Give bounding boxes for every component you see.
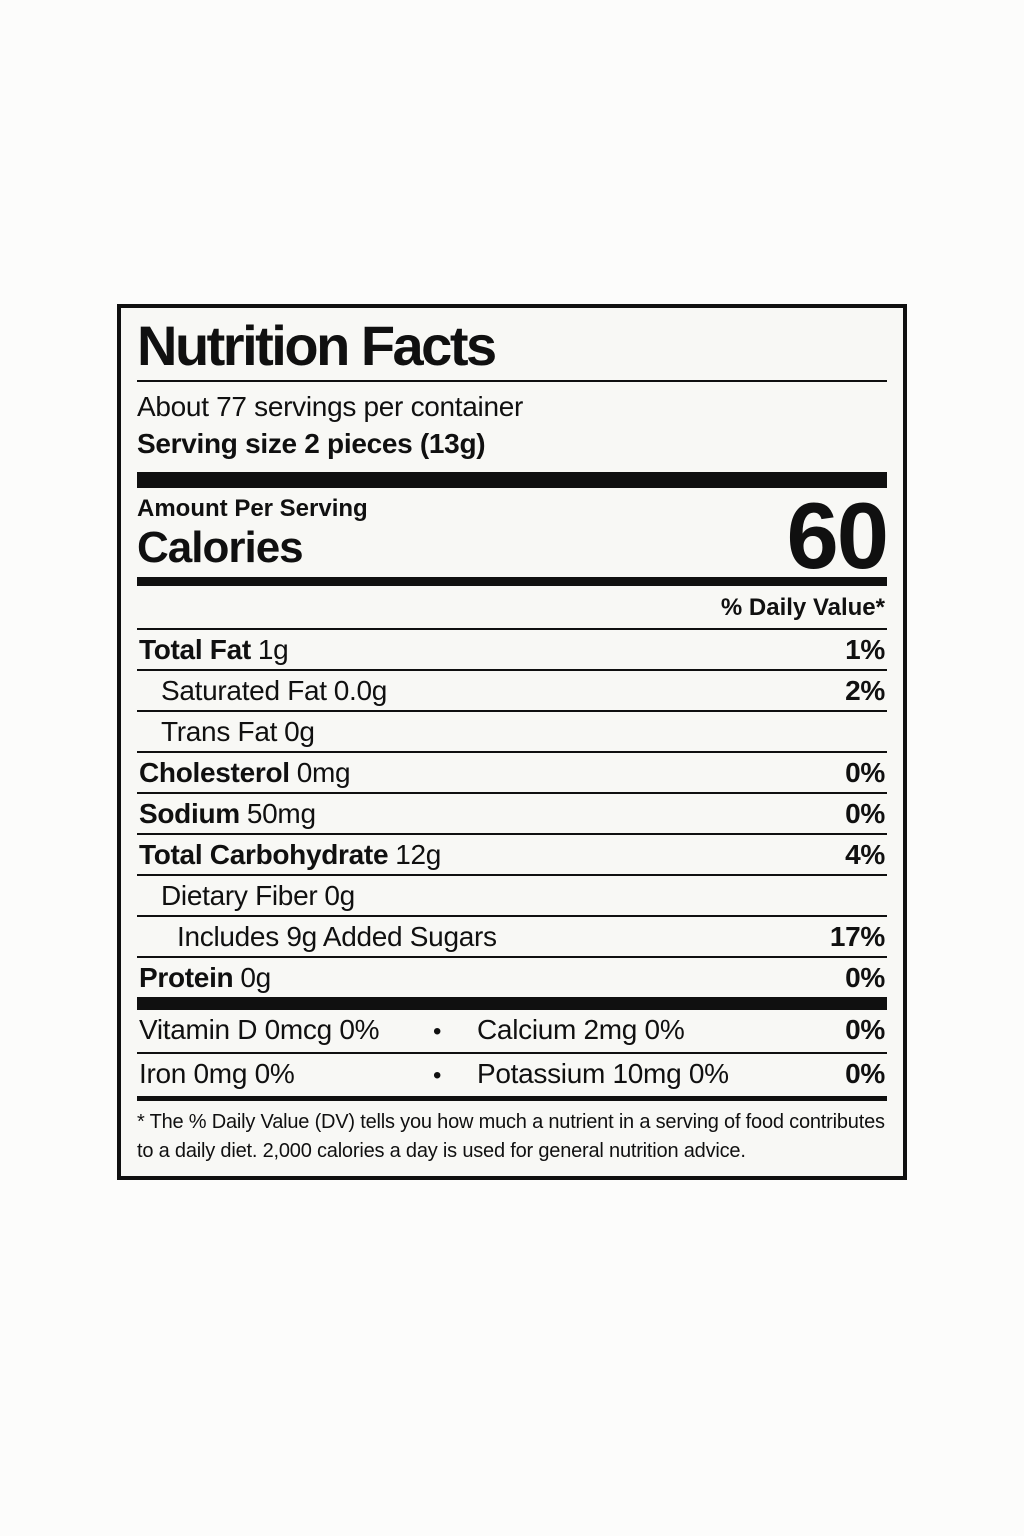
nutrient-row-total-carbohydrate: Total Carbohydrate 12g 4%	[137, 835, 887, 877]
nutrient-amount: 0g	[324, 880, 355, 912]
micronutrient-row-vitamin-d-calcium: Vitamin D 0mcg 0% • Calcium 2mg 0% 0%	[137, 1010, 887, 1055]
nutrition-facts-label: Nutrition Facts About 77 servings per co…	[117, 304, 907, 1181]
nutrient-amount: 50mg	[246, 798, 316, 830]
nutrient-text: Total Carbohydrate 12g	[139, 838, 441, 871]
separator-thick	[137, 997, 887, 1011]
nutrient-row-dietary-fiber: Dietary Fiber 0g	[137, 876, 887, 918]
nutrient-text: Sodium 50mg	[139, 797, 316, 830]
micronutrient-left: Iron 0mg 0%	[139, 1058, 295, 1090]
nutrient-amount: 12g	[395, 839, 442, 871]
nutrient-name: Cholesterol	[139, 757, 290, 789]
nutrient-text: Cholesterol 0mg	[139, 756, 351, 789]
daily-value-header: % Daily Value*	[137, 586, 887, 631]
nutrient-name: Protein	[139, 962, 234, 994]
nutrient-text: Dietary Fiber 0g	[161, 879, 355, 912]
nutrient-row-saturated-fat: Saturated Fat 0.0g 2%	[137, 671, 887, 713]
nutrient-name: Total Fat	[139, 634, 251, 666]
bullet-icon: •	[433, 1062, 442, 1090]
daily-value-footnote: * The % Daily Value (DV) tells you how m…	[137, 1111, 885, 1163]
nutrient-text: Saturated Fat 0.0g	[161, 674, 387, 707]
calories-value: 60	[786, 483, 889, 589]
nutrient-name: Total Carbohydrate	[139, 839, 389, 871]
servings-per-container: About 77 servings per container	[137, 391, 524, 423]
micronutrient-right: Potassium 10mg 0%	[477, 1058, 729, 1090]
amount-per-serving-label: Amount Per Serving	[137, 495, 368, 523]
micronutrient-right: Calcium 2mg 0%	[477, 1014, 685, 1046]
nutrient-dv: 4%	[845, 839, 885, 871]
calories-section: Amount Per Serving Calories 60	[137, 483, 889, 589]
nutrient-row-total-fat: Total Fat 1g 1%	[137, 630, 887, 672]
nutrient-amount: 0g	[240, 962, 271, 994]
calories-left-column: Amount Per Serving Calories	[137, 494, 368, 572]
micronutrient-row-iron-potassium: Iron 0mg 0% • Potassium 10mg 0% 0%	[137, 1054, 887, 1096]
bullet-icon: •	[433, 1018, 442, 1046]
title-divider	[137, 380, 887, 383]
micronutrient-dv: 0%	[845, 1014, 885, 1046]
nutrient-dv: 0%	[845, 798, 885, 830]
nutrient-name: Trans Fat	[161, 716, 278, 748]
micronutrient-left: Vitamin D 0mcg 0%	[139, 1014, 380, 1046]
nutrient-name: Saturated Fat	[161, 675, 327, 707]
nutrient-dv: 0%	[845, 962, 885, 994]
nutrient-row-protein: Protein 0g 0%	[137, 958, 887, 997]
nutrient-text: Includes 9g Added Sugars	[177, 920, 504, 953]
nutrient-text: Trans Fat 0g	[161, 715, 315, 748]
nutrient-row-added-sugars: Includes 9g Added Sugars 17%	[137, 917, 887, 959]
nutrient-text: Total Fat 1g	[139, 633, 289, 666]
serving-size: Serving size 2 pieces (13g)	[137, 428, 486, 460]
nutrient-dv: 1%	[845, 634, 885, 666]
micronutrient-dv: 0%	[845, 1058, 885, 1090]
nutrient-amount: 1g	[257, 634, 289, 666]
nutrient-row-trans-fat: Trans Fat 0g	[137, 712, 887, 754]
nutrient-text: Protein 0g	[139, 961, 271, 994]
calories-label: Calories	[137, 523, 304, 573]
separator-small	[137, 1096, 887, 1102]
nutrient-name: Dietary Fiber	[161, 880, 318, 912]
separator-extra-thick	[137, 472, 887, 489]
nutrient-amount: 0mg	[296, 757, 351, 789]
nutrient-row-cholesterol: Cholesterol 0mg 0%	[137, 753, 887, 795]
nutrient-amount: 0g	[284, 716, 315, 748]
nutrient-amount: 0.0g	[333, 675, 388, 707]
separator-medium	[137, 577, 887, 587]
nutrient-row-sodium: Sodium 50mg 0%	[137, 794, 887, 836]
nutrient-name: Sodium	[139, 798, 240, 830]
nutrient-dv: 17%	[829, 921, 885, 953]
nutrient-name: Includes 9g Added Sugars	[177, 921, 497, 953]
nutrient-dv: 2%	[845, 675, 885, 707]
label-title: Nutrition Facts	[137, 314, 497, 377]
nutrient-dv: 0%	[845, 757, 885, 789]
